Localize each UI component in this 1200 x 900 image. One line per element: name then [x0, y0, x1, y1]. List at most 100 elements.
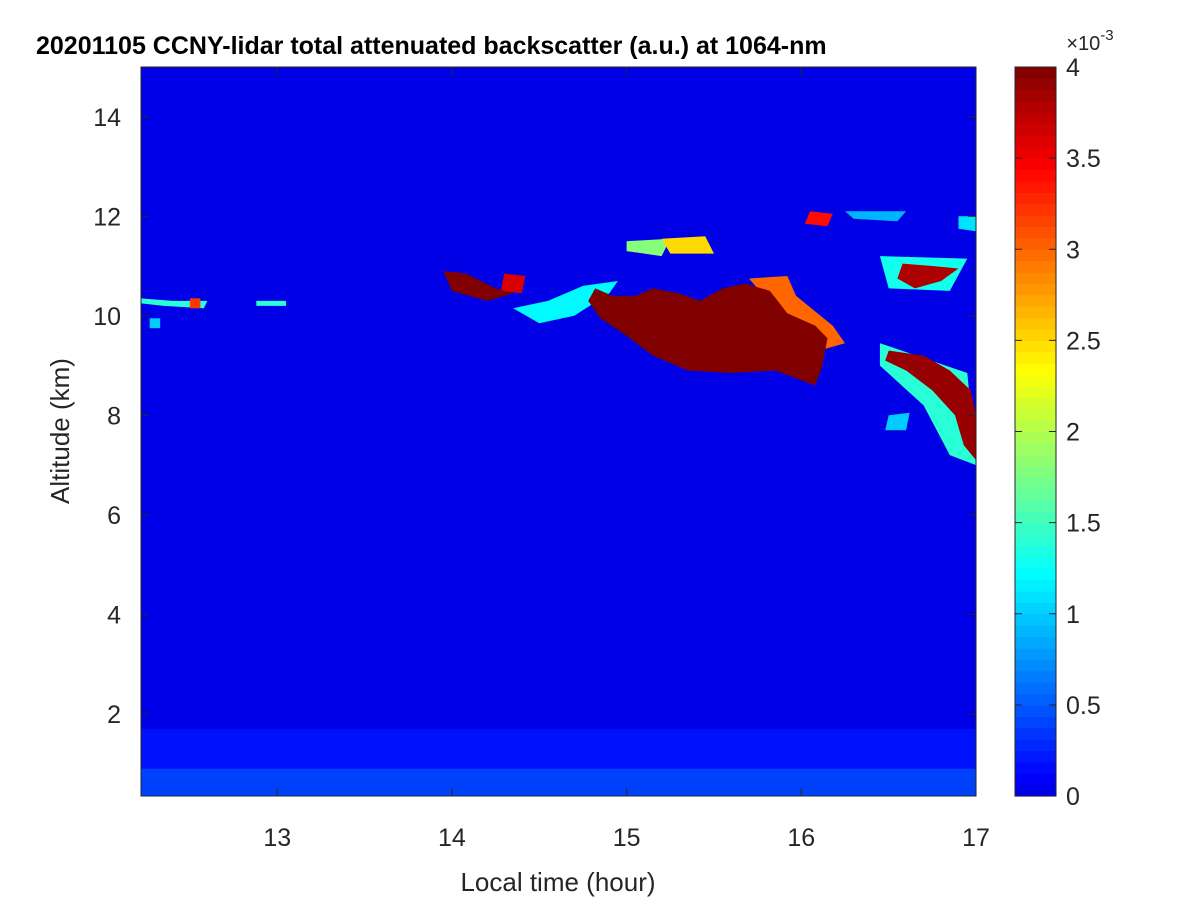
colorbar-band	[1015, 158, 1056, 171]
colorbar-band	[1015, 67, 1056, 79]
colorbar-multiplier: ×10	[1066, 33, 1100, 55]
colorbar-band	[1015, 249, 1056, 262]
colorbar-band	[1015, 534, 1056, 547]
backscatter-feature	[885, 350, 976, 461]
backscatter-feature	[958, 216, 976, 232]
colorbar-band	[1015, 237, 1056, 250]
y-tick-label: 6	[107, 502, 121, 530]
backscatter-feature	[626, 238, 671, 257]
colorbar-band	[1015, 420, 1056, 433]
colorbar-band	[1015, 101, 1056, 114]
x-tick-label: 14	[438, 824, 466, 852]
boundary-layer-band	[141, 768, 976, 796]
colorbar-band	[1015, 670, 1056, 683]
colorbar-band	[1015, 78, 1056, 91]
colorbar-band	[1015, 647, 1056, 660]
backscatter-feature	[845, 211, 907, 222]
y-tick-label: 12	[93, 203, 121, 231]
backscatter-feature	[513, 281, 618, 324]
y-axis-label: Altitude (km)	[45, 358, 75, 504]
y-tick-label: 8	[107, 402, 121, 430]
colorbar-tick-label: 1.5	[1066, 510, 1101, 538]
colorbar-band	[1015, 123, 1056, 136]
colorbar-band	[1015, 283, 1056, 296]
colorbar-band	[1015, 784, 1056, 797]
colorbar-band	[1015, 146, 1056, 159]
colorbar-gradient	[1015, 67, 1056, 797]
colorbar-band	[1015, 260, 1056, 273]
colorbar-band	[1015, 750, 1056, 763]
colorbar-band	[1015, 442, 1056, 455]
y-tick-label: 2	[107, 701, 121, 729]
colorbar-band	[1015, 682, 1056, 695]
x-tick-label: 16	[787, 824, 815, 852]
colorbar-band	[1015, 340, 1056, 353]
colorbar-band	[1015, 545, 1056, 558]
colorbar-tick-label: 1	[1066, 601, 1080, 629]
chart-title: 20201105 CCNY-lidar total attenuated bac…	[36, 32, 827, 60]
colorbar-band	[1015, 477, 1056, 490]
backscatter-feature	[500, 273, 526, 294]
y-tick-label: 4	[107, 601, 121, 629]
colorbar-band	[1015, 89, 1056, 102]
colorbar-band	[1015, 716, 1056, 729]
colorbar: 0 0.5 1 1.5 2 2.5 3 3.5 4 ×10-3	[1014, 27, 1114, 811]
colorbar-band	[1015, 180, 1056, 193]
colorbar-band	[1015, 363, 1056, 376]
colorbar-band	[1015, 192, 1056, 205]
backscatter-feature	[189, 298, 201, 309]
y-axis-ticks: 2 4 6 8 10 12 14	[93, 104, 976, 729]
colorbar-band	[1015, 374, 1056, 387]
colorbar-band	[1015, 739, 1056, 752]
backscatter-feature	[256, 300, 286, 306]
y-tick-label: 14	[93, 104, 121, 132]
colorbar-tick-label: 0.5	[1066, 692, 1101, 720]
colorbar-band	[1015, 431, 1056, 444]
colorbar-band	[1015, 613, 1056, 626]
colorbar-band	[1015, 408, 1056, 421]
colorbar-band	[1015, 522, 1056, 535]
colorbar-tick-label: 4	[1066, 54, 1080, 82]
backscatter-feature	[897, 263, 959, 289]
colorbar-band	[1015, 351, 1056, 364]
colorbar-band	[1015, 226, 1056, 239]
colorbar-band	[1015, 215, 1056, 228]
colorbar-tick-label: 3.5	[1066, 145, 1101, 173]
colorbar-exponent: ×10-3	[1066, 27, 1113, 55]
x-tick-label: 17	[962, 824, 990, 852]
backscatter-feature	[443, 271, 514, 301]
colorbar-band	[1015, 328, 1056, 341]
x-axis-label: Local time (hour)	[460, 867, 655, 897]
backscatter-feature	[588, 283, 828, 386]
backscatter-features	[141, 211, 976, 466]
plot-area	[141, 67, 976, 796]
colorbar-band	[1015, 169, 1056, 182]
colorbar-band	[1015, 272, 1056, 285]
colorbar-band	[1015, 556, 1056, 569]
plot-frame	[140, 66, 977, 797]
colorbar-band	[1015, 636, 1056, 649]
background-field	[141, 67, 976, 796]
colorbar-band	[1015, 203, 1056, 216]
x-axis-ticks: 13 14 15 16 17	[263, 67, 990, 852]
x-tick-label: 15	[613, 824, 641, 852]
colorbar-band	[1015, 579, 1056, 592]
colorbar-tick-label: 2.5	[1066, 327, 1101, 355]
colorbar-band	[1015, 385, 1056, 398]
y-tick-label: 10	[93, 303, 121, 331]
colorbar-band	[1015, 727, 1056, 740]
colorbar-band	[1015, 602, 1056, 615]
colorbar-band	[1015, 568, 1056, 581]
backscatter-feature	[885, 412, 910, 431]
colorbar-band	[1015, 693, 1056, 706]
x-tick-label: 13	[263, 824, 291, 852]
colorbar-band	[1015, 294, 1056, 307]
boundary-layer	[141, 728, 976, 796]
colorbar-band	[1015, 499, 1056, 512]
backscatter-feature	[149, 318, 161, 329]
colorbar-tick-label: 0	[1066, 783, 1080, 811]
colorbar-tick-label: 2	[1066, 419, 1080, 447]
colorbar-band	[1015, 112, 1056, 125]
colorbar-band	[1015, 306, 1056, 319]
colorbar-band	[1015, 590, 1056, 603]
